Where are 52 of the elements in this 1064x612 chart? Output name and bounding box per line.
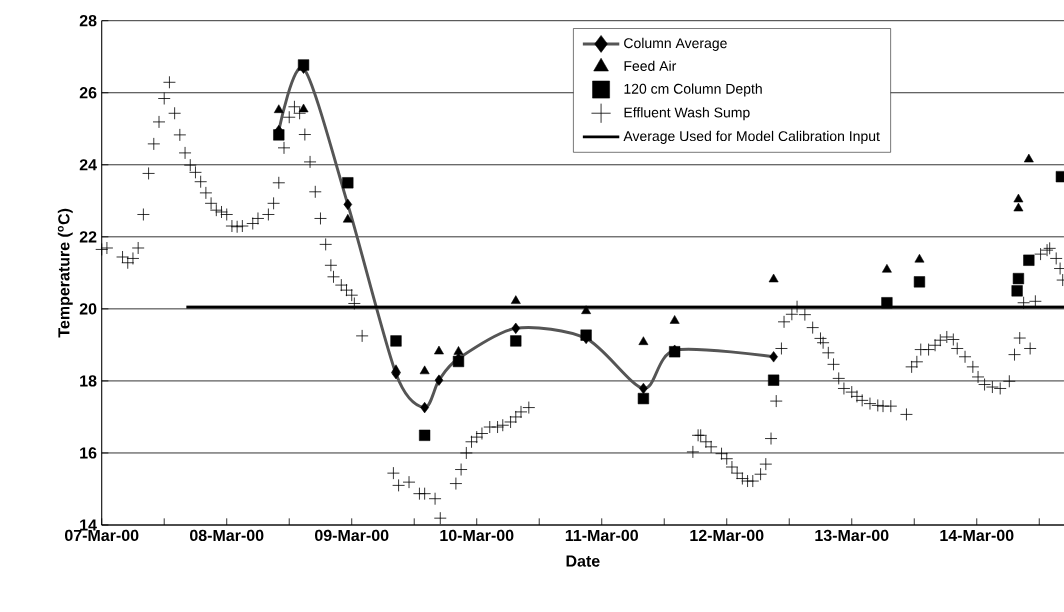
legend-label: Feed Air bbox=[624, 60, 677, 71]
point bbox=[273, 104, 284, 113]
y-tick-label: 16 bbox=[80, 447, 97, 459]
point bbox=[581, 305, 591, 314]
x-tick-label: 07-Mar-00 bbox=[64, 529, 139, 542]
point bbox=[273, 129, 285, 141]
point bbox=[768, 374, 780, 386]
point bbox=[882, 264, 892, 273]
point bbox=[1023, 254, 1035, 266]
point bbox=[510, 295, 521, 304]
point bbox=[1012, 273, 1025, 285]
point bbox=[638, 336, 649, 345]
y-tick-label: 24 bbox=[79, 159, 97, 171]
point bbox=[913, 276, 926, 288]
point bbox=[434, 345, 444, 355]
y-tick-label: 28 bbox=[79, 15, 97, 27]
y-tick-label: 26 bbox=[79, 87, 97, 99]
point bbox=[1013, 193, 1024, 203]
point bbox=[298, 103, 309, 113]
point bbox=[669, 315, 680, 324]
legend-label: 120 cm Column Depth bbox=[624, 83, 762, 97]
point bbox=[390, 335, 402, 347]
x-tick-label: 10-Mar-00 bbox=[440, 529, 514, 542]
point bbox=[419, 365, 430, 375]
legend-label: Average Used for Model Calibration Input bbox=[623, 130, 880, 144]
point bbox=[881, 297, 893, 309]
x-tick-label: 11-Mar-00 bbox=[565, 529, 638, 542]
y-tick-label: 14 bbox=[80, 519, 97, 531]
y-tick-label: 20 bbox=[79, 303, 97, 315]
legend-label: Effluent Wash Sump bbox=[624, 107, 750, 121]
point bbox=[391, 364, 401, 374]
x-tick-label: 09-Mar-00 bbox=[315, 529, 389, 542]
x-axis-title: Date bbox=[566, 555, 600, 567]
y-tick-label: 18 bbox=[80, 375, 97, 387]
point bbox=[1013, 202, 1024, 212]
y-tick-label: 22 bbox=[79, 231, 97, 243]
point bbox=[342, 213, 353, 223]
point bbox=[637, 392, 650, 405]
point bbox=[1011, 285, 1023, 297]
x-tick-label: 13-Mar-00 bbox=[815, 529, 889, 542]
x-tick-label: 12-Mar-00 bbox=[690, 529, 764, 542]
point bbox=[453, 346, 464, 355]
point bbox=[1023, 153, 1034, 163]
point bbox=[768, 273, 779, 283]
point bbox=[510, 335, 522, 347]
point bbox=[914, 253, 925, 263]
point bbox=[419, 429, 431, 441]
y-axis-title: Temperature ($^{o}$C) bbox=[57, 208, 73, 338]
legend-label: Column Average bbox=[624, 37, 727, 51]
point bbox=[342, 177, 354, 189]
x-tick-label: 14-Mar-00 bbox=[940, 529, 1014, 542]
x-tick-label: 08-Mar-00 bbox=[189, 529, 264, 542]
